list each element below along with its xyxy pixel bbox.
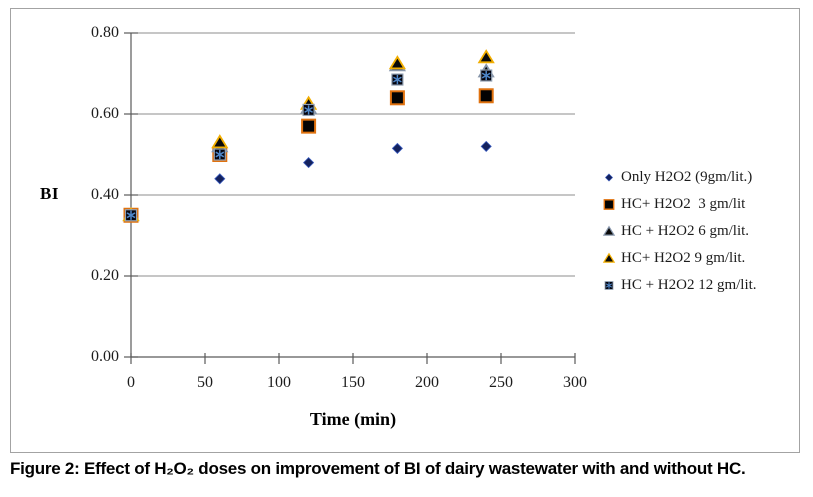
data-marker-series4-x240	[481, 72, 491, 79]
x-tick-label-300: 300	[563, 374, 587, 391]
diamond-legend-icon	[604, 173, 614, 182]
y-tick-label-0.00: 0.00	[91, 348, 119, 365]
data-marker-series1-x240	[478, 88, 494, 104]
data-marker-series0-x120	[303, 157, 315, 169]
data-marker-series3-x240	[477, 49, 495, 64]
legend-marker-3	[602, 252, 616, 263]
x-tick-label-0: 0	[127, 374, 135, 391]
legend-item-2: HC + H2O2 6 gm/lit.	[601, 223, 806, 239]
data-marker-series1-x120	[301, 118, 317, 134]
legend-item-1: HC+ H2O2 3 gm/lit	[601, 196, 806, 212]
data-marker-series3-x180	[388, 55, 407, 70]
triangle-legend-icon	[602, 225, 616, 236]
legend-item-3: HC+ H2O2 9 gm/lit.	[601, 250, 806, 266]
data-marker-series4-x60	[215, 151, 225, 158]
figure-caption: Figure 2: Effect of H₂O₂ doses on improv…	[10, 459, 746, 478]
data-marker-series1-x180	[389, 90, 405, 106]
legend-item-4: HC + H2O2 12 gm/lit.	[601, 277, 806, 293]
data-marker-series3-x60	[211, 134, 229, 149]
data-marker-series4-x120	[304, 106, 313, 113]
legend-marker-2	[602, 225, 616, 236]
x-tick-label-200: 200	[415, 374, 439, 391]
legend-item-0: Only H2O2 (9gm/lit.)	[601, 169, 806, 185]
square-legend-icon	[603, 199, 615, 210]
legend-label-4: HC + H2O2 12 gm/lit.	[621, 276, 757, 293]
y-tick-label-0.80: 0.80	[91, 24, 119, 41]
legend-marker-4	[605, 283, 613, 288]
data-marker-series4-x0	[126, 212, 136, 219]
data-marker-series0-x60	[214, 173, 226, 185]
legend-label-0: Only H2O2 (9gm/lit.)	[621, 168, 753, 185]
chart-legend: Only H2O2 (9gm/lit.) HC+ H2O2 3 gm/lit HC …	[601, 169, 806, 304]
scatter-plot-canvas	[122, 32, 576, 364]
x-tick-label-250: 250	[489, 374, 513, 391]
asterisk-square-legend-icon	[604, 281, 614, 290]
legend-label-2: HC + H2O2 6 gm/lit.	[621, 222, 750, 239]
x-tick-label-50: 50	[197, 374, 213, 391]
legend-marker-1	[603, 199, 615, 210]
data-marker-series0-x240	[480, 140, 492, 152]
legend-marker-0	[604, 173, 614, 182]
legend-label-1: HC+ H2O2 3 gm/lit	[621, 195, 746, 212]
x-tick-label-150: 150	[341, 374, 365, 391]
y-tick-label-0.20: 0.20	[91, 267, 119, 284]
x-tick-label-100: 100	[267, 374, 291, 391]
data-marker-series0-x180	[391, 142, 403, 154]
data-marker-series4-x180	[393, 76, 402, 83]
x-axis-title: Time (min)	[309, 409, 397, 429]
y-axis-title: BI	[40, 184, 59, 203]
legend-label-3: HC+ H2O2 9 gm/lit.	[621, 249, 746, 266]
y-tick-label-0.60: 0.60	[91, 105, 119, 122]
triangle-legend-icon	[602, 252, 616, 263]
y-tick-label-0.40: 0.40	[91, 186, 119, 203]
chart-outer-border	[10, 8, 800, 453]
